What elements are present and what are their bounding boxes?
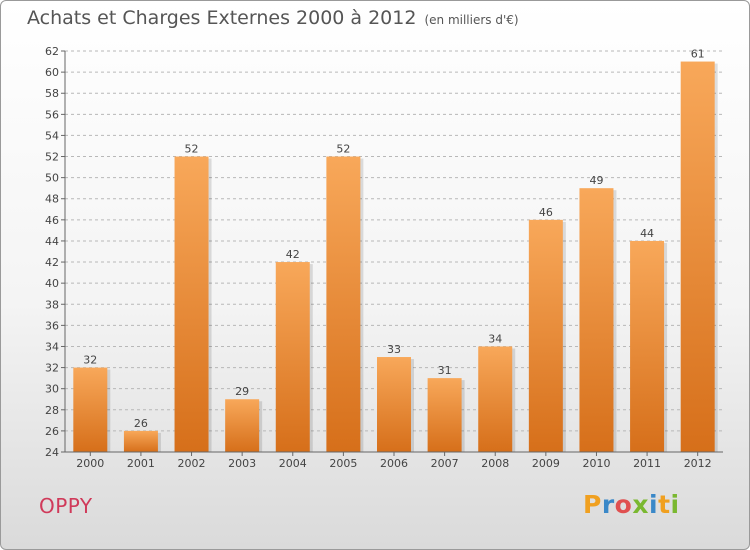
bar: [275, 262, 310, 452]
x-tick-label: 2006: [380, 457, 408, 470]
y-tick-label: 54: [45, 129, 59, 142]
x-tick-label: 2004: [279, 457, 307, 470]
x-tick-label: 2008: [481, 457, 509, 470]
y-tick-label: 62: [45, 45, 59, 58]
y-tick-label: 30: [45, 383, 59, 396]
y-tick-label: 60: [45, 66, 59, 79]
x-tick-label: 2005: [329, 457, 357, 470]
y-tick-label: 42: [45, 256, 59, 269]
data-label: 52: [185, 143, 199, 156]
x-tick-label: 2007: [431, 457, 459, 470]
y-tick-label: 24: [45, 446, 59, 459]
data-label: 32: [83, 354, 97, 367]
data-label: 26: [134, 417, 148, 430]
data-label: 44: [640, 227, 654, 240]
bar: [73, 367, 108, 452]
y-tick-label: 48: [45, 193, 59, 206]
y-tick-label: 32: [45, 362, 59, 375]
chart-title: Achats et Charges Externes 2000 à 2012 (e…: [27, 7, 519, 29]
data-label: 52: [336, 143, 350, 156]
data-label: 49: [589, 174, 603, 187]
data-label: 46: [539, 206, 553, 219]
y-tick-label: 34: [45, 340, 59, 353]
bar: [528, 219, 563, 452]
y-tick-label: 44: [45, 235, 59, 248]
data-label: 42: [286, 248, 300, 261]
data-label: 34: [488, 332, 502, 345]
y-tick-label: 56: [45, 108, 59, 121]
y-tick-label: 50: [45, 172, 59, 185]
data-label: 29: [235, 385, 249, 398]
x-tick-label: 2010: [582, 457, 610, 470]
x-tick-label: 2002: [178, 457, 206, 470]
brand-letter: t: [658, 490, 671, 519]
bars: 32 26 52 29 42 52 33 31 34 46 49 44 61: [73, 48, 718, 453]
bar: [427, 378, 462, 452]
y-tick-label: 58: [45, 87, 59, 100]
title-unit: (en milliers d'€): [424, 13, 519, 27]
data-label: 61: [691, 48, 705, 61]
x-tick-label: 2012: [684, 457, 712, 470]
axes: 24 26 28 30 32 34 36 38 40 42 44 46 48 50 52 54 56 58 60 62…: [45, 45, 723, 470]
x-tick-label: 2009: [532, 457, 560, 470]
bar: [225, 399, 260, 452]
bar: [630, 240, 665, 452]
brand-letter: i: [649, 490, 659, 519]
location-label: OPPY: [39, 494, 93, 518]
data-label: 33: [387, 343, 401, 356]
bar: [680, 61, 715, 452]
brand-letter: o: [614, 490, 633, 519]
y-tick-label: 36: [45, 319, 59, 332]
bar: [478, 346, 513, 452]
brand-letter: r: [601, 490, 615, 519]
bar: [579, 188, 614, 452]
x-tick-label: 2011: [633, 457, 661, 470]
brand-letter: x: [632, 490, 649, 519]
y-tick-label: 52: [45, 151, 59, 164]
brand-letter: i: [670, 490, 680, 519]
bar: [123, 430, 158, 452]
title-main: Achats et Charges Externes 2000 à 2012: [27, 7, 417, 29]
data-label: 31: [438, 364, 452, 377]
brand-logo: Proxiti: [583, 490, 680, 519]
x-tick-label: 2003: [228, 457, 256, 470]
y-tick-label: 46: [45, 214, 59, 227]
x-tick-label: 2001: [127, 457, 155, 470]
brand-letter: P: [583, 490, 602, 519]
y-tick-label: 26: [45, 425, 59, 438]
bar: [174, 156, 209, 453]
x-tick-label: 2000: [76, 457, 104, 470]
y-tick-label: 28: [45, 404, 59, 417]
bar: [377, 357, 411, 452]
y-tick-label: 38: [45, 298, 59, 311]
y-tick-label: 40: [45, 277, 59, 290]
bar: [326, 156, 361, 453]
